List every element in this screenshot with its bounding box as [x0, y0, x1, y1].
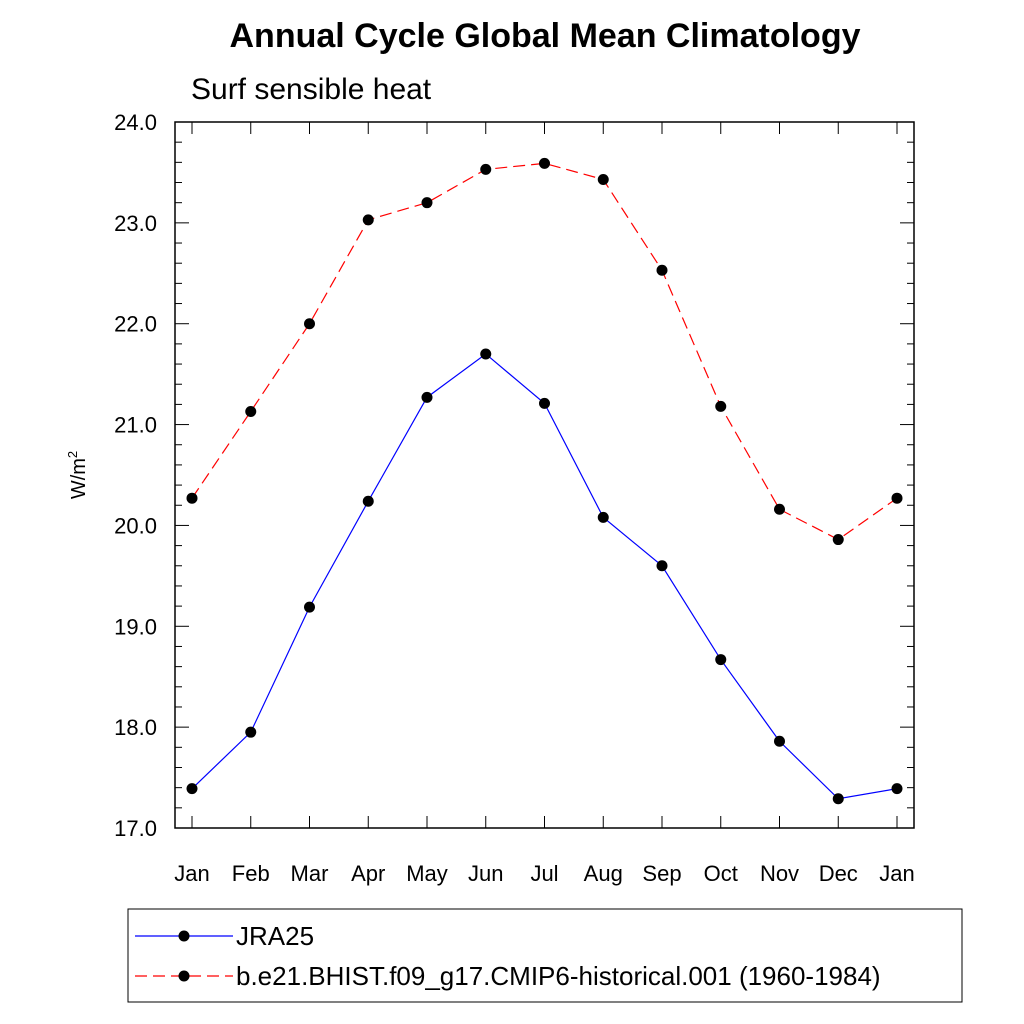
- legend-label: JRA25: [236, 921, 314, 951]
- data-point: [597, 511, 609, 523]
- legend-marker: [178, 970, 190, 982]
- x-tick-label: Nov: [760, 861, 799, 886]
- data-point: [774, 735, 785, 747]
- chart-title: Annual Cycle Global Mean Climatology: [230, 17, 861, 55]
- data-point: [304, 318, 315, 330]
- x-tick-label: Jun: [468, 861, 503, 886]
- legend-item-2: b.e21.BHIST.f09_g17.CMIP6-historical.001…: [135, 961, 881, 991]
- series-1: [186, 348, 903, 805]
- x-tick-label: Apr: [351, 861, 385, 886]
- data-point: [774, 503, 785, 515]
- series-line: [191, 353, 898, 800]
- data-point: [304, 601, 315, 613]
- x-tick-label: Oct: [704, 861, 738, 886]
- x-tick-label: Jul: [530, 861, 558, 886]
- data-point: [832, 534, 844, 546]
- y-tick-label: 23.0: [114, 211, 157, 236]
- data-point: [362, 214, 374, 226]
- data-point: [539, 157, 550, 169]
- plot-frame: [174, 121, 915, 829]
- series-line: [191, 162, 898, 541]
- data-point: [421, 197, 433, 209]
- axis-ticks: [175, 121, 914, 829]
- x-tick-label: Aug: [584, 861, 623, 886]
- data-point: [421, 391, 433, 403]
- y-tick-label: 22.0: [114, 312, 157, 337]
- y-tick-label: 18.0: [114, 715, 157, 740]
- data-point: [715, 400, 727, 412]
- data-point: [480, 163, 492, 175]
- legend-box: [127, 908, 963, 1003]
- chart-subtitle: Surf sensible heat: [191, 73, 432, 106]
- data-point: [891, 492, 903, 504]
- data-point: [715, 654, 727, 666]
- data-point: [362, 495, 374, 507]
- legend-marker: [178, 930, 190, 942]
- y-tick-label: 19.0: [114, 614, 157, 639]
- x-tick-label: Dec: [819, 861, 858, 886]
- series-layer: [186, 157, 903, 805]
- data-point: [186, 492, 198, 504]
- data-point: [245, 405, 257, 417]
- data-point: [186, 783, 198, 795]
- y-tick-label: 21.0: [114, 413, 157, 438]
- legend-item-1: JRA25: [135, 921, 314, 951]
- data-point: [597, 173, 609, 185]
- x-tick-label: Feb: [232, 861, 270, 886]
- data-point: [656, 264, 668, 276]
- x-tick-label: Mar: [291, 861, 329, 886]
- data-point: [539, 397, 550, 409]
- y-tick-label: 20.0: [114, 513, 157, 538]
- data-point: [832, 793, 844, 805]
- y-axis-label: W/m2: [65, 451, 90, 499]
- y-tick-label: 17.0: [114, 816, 157, 841]
- x-tick-label: Sep: [642, 861, 681, 886]
- x-tick-label: May: [406, 861, 448, 886]
- legend: JRA25 b.e21.BHIST.f09_g17.CMIP6-historica…: [135, 921, 881, 991]
- series-2: [186, 157, 903, 546]
- axis-tick-labels: Jan Feb Mar Apr May Jun Jul Aug Sep Oct Nov Dec Jan 1…: [114, 110, 915, 886]
- legend-label: b.e21.BHIST.f09_g17.CMIP6-historical.001…: [236, 961, 881, 991]
- x-tick-label: Jan: [879, 861, 914, 886]
- y-axis-label-base: W/m: [68, 458, 90, 499]
- x-tick-label: Jan: [174, 861, 209, 886]
- y-tick-label: 24.0: [114, 110, 157, 135]
- data-point: [891, 783, 903, 795]
- data-point: [480, 348, 492, 360]
- data-point: [656, 560, 668, 572]
- y-axis-label-exponent: 2: [65, 451, 80, 458]
- data-point: [245, 726, 257, 738]
